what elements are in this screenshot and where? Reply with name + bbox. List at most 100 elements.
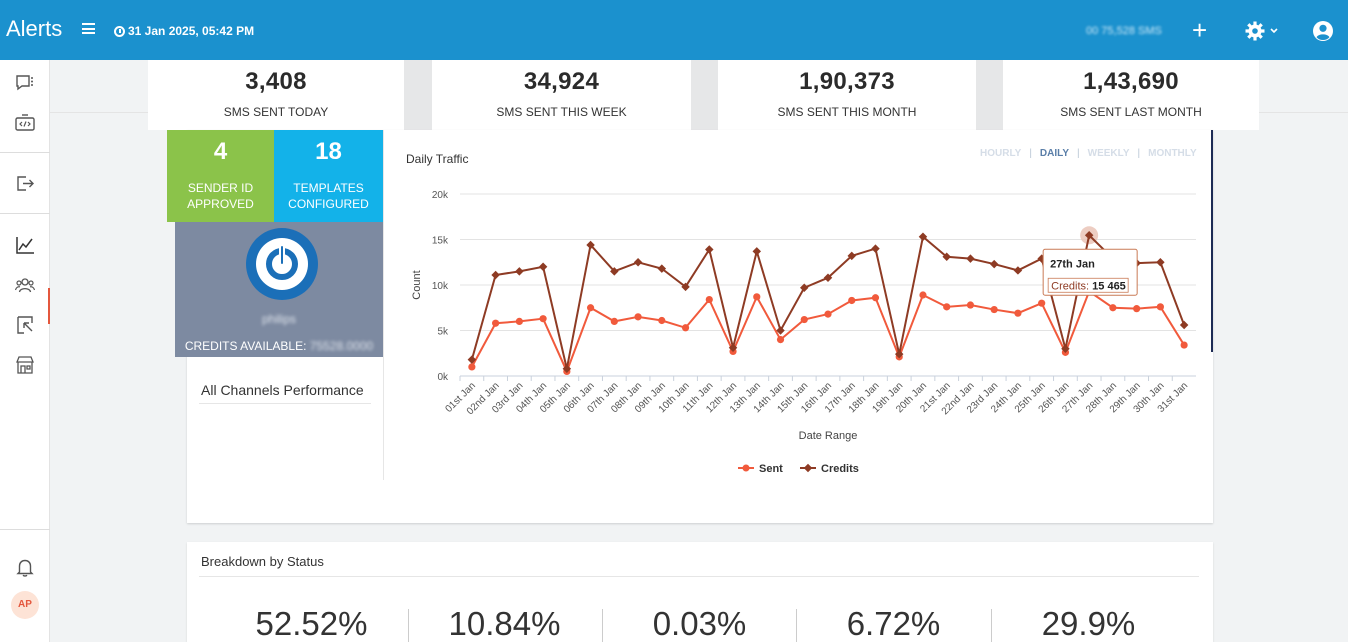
settings-gear-icon[interactable]: [1244, 20, 1284, 42]
stat-card-week: 34,924 SMS SENT THIS WEEK: [432, 60, 691, 130]
y-tick-label: 20k: [432, 190, 449, 201]
all-channels-title: All Channels Performance: [201, 382, 364, 398]
data-point-sent: [1133, 305, 1141, 313]
data-point-sent: [634, 313, 642, 321]
legend-label-credits: Credits: [821, 463, 859, 475]
data-point-sent: [492, 319, 500, 327]
datetime-text: 31 Jan 2025, 05:42 PM: [128, 24, 255, 38]
sidebar-divider: [0, 213, 50, 214]
sender-id-label-line2: APPROVED: [187, 197, 254, 211]
data-point-sent: [1156, 303, 1164, 311]
credits-label: CREDITS AVAILABLE:: [184, 339, 307, 353]
data-point-credits: [633, 258, 643, 267]
stat-card-month: 1,90,373 SMS SENT THIS MONTH: [718, 60, 976, 130]
divider: [199, 576, 1199, 577]
data-point-credits: [1061, 344, 1070, 353]
tab-monthly[interactable]: MONTHLY: [1148, 148, 1197, 159]
api-code-icon[interactable]: [14, 112, 36, 134]
sidebar-active-indicator: [7, 288, 50, 324]
data-point-sent: [705, 295, 713, 304]
templates-label-line2: CONFIGURED: [288, 197, 369, 211]
data-point-sent: [515, 317, 523, 325]
panel-divider: [383, 130, 384, 480]
data-point-credits: [515, 267, 524, 276]
data-point-credits: [1179, 320, 1189, 330]
sender-id-tile[interactable]: 4 SENDER ID APPROVED: [167, 130, 274, 222]
tooltip-value-outline: [1047, 277, 1129, 293]
credits-value: 75528.0000: [309, 339, 374, 353]
templates-count: 18: [315, 138, 342, 165]
store-icon[interactable]: [14, 354, 36, 376]
app-title: Alerts: [6, 16, 63, 41]
sidebar-divider: [0, 152, 50, 153]
notification-bell-icon[interactable]: [14, 556, 36, 578]
data-point-credits: [562, 364, 572, 373]
data-point-sent: [800, 315, 808, 324]
breakdown-title: Breakdown by Status: [201, 554, 324, 569]
avatar[interactable]: AP: [11, 591, 39, 619]
data-point-sent: [966, 301, 975, 309]
pct-divider: [602, 609, 603, 642]
pct-divider: [408, 609, 409, 642]
data-point-sent: [610, 317, 618, 325]
stat-value: 3,408: [245, 68, 307, 95]
data-point-sent: [848, 296, 856, 305]
status-pct-5: 29.9%: [1041, 605, 1136, 642]
y-tick-label: 5k: [437, 327, 449, 338]
range-tabs: HOURLY | DAILY | WEEKLY | MONTHLY: [980, 148, 1197, 159]
x-axis-title: Date Range: [799, 430, 858, 442]
tooltip-date: 27th Jan: [1050, 258, 1095, 270]
data-point-sent: [658, 316, 666, 325]
data-point-credits: [586, 240, 595, 250]
pct-divider: [991, 609, 992, 642]
data-point-credits: [966, 254, 975, 263]
status-pct-1: 52.52%: [255, 605, 368, 642]
sidebar: [0, 60, 50, 642]
reports-icon[interactable]: [14, 314, 36, 336]
tab-hourly[interactable]: HOURLY: [980, 148, 1022, 159]
data-point-sent: [990, 305, 998, 314]
legend-label-sent: Sent: [759, 463, 783, 475]
contacts-group-icon[interactable]: [14, 274, 36, 296]
tab-weekly[interactable]: WEEKLY: [1087, 148, 1130, 159]
data-point-credits: [1013, 266, 1023, 275]
data-point-credits: [871, 244, 880, 253]
stat-card-today: 3,408 SMS SENT TODAY: [148, 60, 404, 130]
templates-label: TEMPLATES CONFIGURED: [274, 180, 383, 212]
sidebar-divider: [0, 529, 50, 530]
messages-icon[interactable]: [14, 72, 36, 94]
data-point-credits: [752, 247, 762, 256]
chart-title: Daily Traffic: [406, 152, 469, 166]
tooltip-box: [1042, 248, 1138, 296]
y-axis-title: Count: [411, 270, 423, 299]
tab-daily[interactable]: DAILY: [1039, 148, 1070, 159]
panel-edge: [1211, 130, 1213, 352]
status-pct-2: 10.84%: [448, 605, 561, 642]
y-tick-label: 15k: [432, 236, 449, 247]
tooltip-label: Credits:: [1051, 280, 1089, 292]
credits-available: CREDITS AVAILABLE: 75528.0000: [175, 339, 383, 353]
data-point-sent: [1014, 309, 1022, 317]
add-icon[interactable]: +: [1192, 15, 1208, 45]
stat-label: SMS SENT THIS WEEK: [496, 105, 627, 119]
templates-tile[interactable]: 18 TEMPLATES CONFIGURED: [274, 130, 383, 222]
data-point-credits: [491, 270, 500, 280]
data-point-sent: [1180, 341, 1188, 349]
data-point-sent: [753, 293, 761, 301]
data-point-credits: [538, 262, 548, 272]
templates-label-line1: TEMPLATES: [293, 181, 364, 195]
user-account-icon[interactable]: [1312, 20, 1334, 42]
data-point-credits: [989, 259, 999, 269]
divider: [199, 403, 371, 404]
hamburger-menu-icon[interactable]: [82, 23, 95, 34]
y-tick-label: 0k: [437, 372, 449, 383]
breakdown-panel: [187, 542, 1213, 642]
data-point-credits: [1084, 231, 1094, 240]
data-point-sent: [776, 336, 785, 344]
stat-value: 34,924: [523, 68, 600, 95]
analytics-chart-icon[interactable]: [14, 234, 36, 256]
data-point-sent: [539, 315, 547, 323]
data-point-sent: [586, 304, 595, 312]
logout-icon[interactable]: [14, 172, 36, 194]
